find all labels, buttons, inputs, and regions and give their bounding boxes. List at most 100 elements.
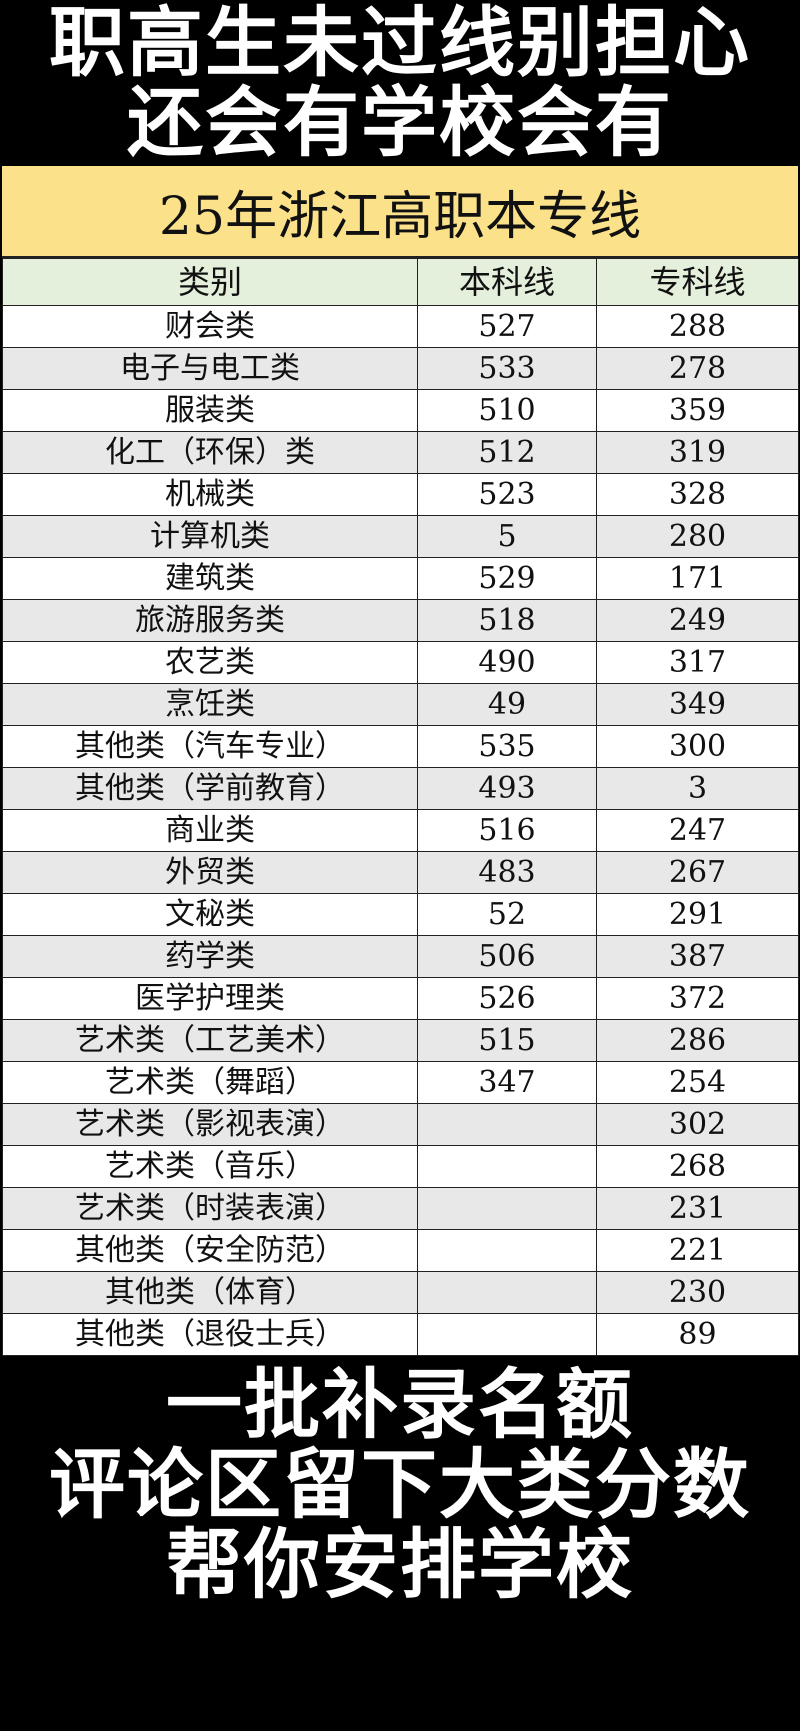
overlay-caption-line: 一批补录名额: [166, 1360, 634, 1449]
cell-bachelor-line: 523: [417, 473, 597, 516]
table-row: 艺术类（舞蹈） 347 254: [2, 1061, 799, 1104]
cell-category: 艺术类（时装表演）: [2, 1187, 418, 1230]
table-row: 外贸类 483 267: [2, 851, 799, 894]
table-row: 商业类 516 247: [2, 809, 799, 852]
cell-associate-line: 247: [596, 809, 799, 852]
table-row: 服装类 510 359: [2, 389, 799, 432]
cell-bachelor-line: 527: [417, 305, 597, 348]
cell-category: 其他类（学前教育）: [2, 767, 418, 810]
cell-bachelor-line: [417, 1103, 597, 1146]
cell-bachelor-line: 518: [417, 599, 597, 642]
cell-category: 文秘类: [2, 893, 418, 936]
cell-category: 旅游服务类: [2, 599, 418, 642]
cell-category: 医学护理类: [2, 977, 418, 1020]
cell-bachelor-line: 493: [417, 767, 597, 810]
overlay-caption-line: 还会有学校会有: [127, 78, 673, 167]
cell-associate-line: 231: [596, 1187, 799, 1230]
cell-bachelor-line: 49: [417, 683, 597, 726]
overlay-caption-line: 职高生未过线别担心: [49, 0, 751, 87]
table-row: 其他类（安全防范） 221: [2, 1229, 799, 1272]
table-row: 机械类 523 328: [2, 473, 799, 516]
cell-category: 艺术类（工艺美术）: [2, 1019, 418, 1062]
cell-bachelor-line: [417, 1313, 597, 1356]
cell-associate-line: 267: [596, 851, 799, 894]
cell-associate-line: 286: [596, 1019, 799, 1062]
cell-category: 电子与电工类: [2, 347, 418, 390]
header-bachelor: 本科线: [417, 258, 597, 306]
table-row: 艺术类（时装表演） 231: [2, 1187, 799, 1230]
table-row: 计算机类 5 280: [2, 515, 799, 558]
table-row: 其他类（体育） 230: [2, 1271, 799, 1314]
table-row: 烹饪类 49 349: [2, 683, 799, 726]
cell-bachelor-line: [417, 1229, 597, 1272]
table-title: 25年浙江高职本专线: [2, 166, 798, 258]
cell-category: 艺术类（影视表演）: [2, 1103, 418, 1146]
cell-associate-line: 387: [596, 935, 799, 978]
score-table: 类别 本科线 专科线 财会类 527 288 电子与电工类 533 278 服装类 510 35…: [2, 258, 799, 1356]
table-row: 其他类（学前教育） 493 3: [2, 767, 799, 810]
header-row: 类别 本科线 专科线: [2, 258, 799, 306]
table-row: 艺术类（音乐） 268: [2, 1145, 799, 1188]
cell-bachelor-line: 535: [417, 725, 597, 768]
cell-bachelor-line: 515: [417, 1019, 597, 1062]
cell-bachelor-line: 490: [417, 641, 597, 684]
cell-associate-line: 291: [596, 893, 799, 936]
cell-associate-line: 254: [596, 1061, 799, 1104]
cell-associate-line: 328: [596, 473, 799, 516]
cell-category: 艺术类（音乐）: [2, 1145, 418, 1188]
cell-associate-line: 288: [596, 305, 799, 348]
table-row: 艺术类（工艺美术） 515 286: [2, 1019, 799, 1062]
cell-category: 农艺类: [2, 641, 418, 684]
cell-associate-line: 3: [596, 767, 799, 810]
overlay-caption-line: 帮你安排学校: [166, 1520, 634, 1609]
cell-associate-line: 302: [596, 1103, 799, 1146]
cell-bachelor-line: [417, 1271, 597, 1314]
table-row: 建筑类 529 171: [2, 557, 799, 600]
cell-associate-line: 319: [596, 431, 799, 474]
cell-category: 艺术类（舞蹈）: [2, 1061, 418, 1104]
overlay-caption-line: 评论区留下大类分数: [49, 1440, 751, 1529]
cell-associate-line: 349: [596, 683, 799, 726]
cell-bachelor-line: 5: [417, 515, 597, 558]
table-row: 农艺类 490 317: [2, 641, 799, 684]
cell-category: 服装类: [2, 389, 418, 432]
header-associate: 专科线: [596, 258, 799, 306]
cell-category: 其他类（退役士兵）: [2, 1313, 418, 1356]
cell-bachelor-line: 506: [417, 935, 597, 978]
cell-associate-line: 372: [596, 977, 799, 1020]
cell-category: 机械类: [2, 473, 418, 516]
cell-bachelor-line: 533: [417, 347, 597, 390]
cell-bachelor-line: [417, 1145, 597, 1188]
table-row: 其他类（汽车专业） 535 300: [2, 725, 799, 768]
cell-associate-line: 317: [596, 641, 799, 684]
table-row: 财会类 527 288: [2, 305, 799, 348]
cell-bachelor-line: 510: [417, 389, 597, 432]
cell-category: 化工（环保）类: [2, 431, 418, 474]
cell-associate-line: 359: [596, 389, 799, 432]
cell-associate-line: 300: [596, 725, 799, 768]
cell-category: 其他类（体育）: [2, 1271, 418, 1314]
score-table-sheet: 25年浙江高职本专线 类别 本科线 专科线 财会类 527 288 电子与电工类 533…: [2, 166, 799, 1356]
table-row: 医学护理类 526 372: [2, 977, 799, 1020]
cell-bachelor-line: [417, 1187, 597, 1230]
cell-bachelor-line: 52: [417, 893, 597, 936]
header-category: 类别: [2, 258, 418, 306]
cell-category: 外贸类: [2, 851, 418, 894]
table-row: 旅游服务类 518 249: [2, 599, 799, 642]
table-row: 艺术类（影视表演） 302: [2, 1103, 799, 1146]
cell-bachelor-line: 516: [417, 809, 597, 852]
cell-associate-line: 230: [596, 1271, 799, 1314]
table-row: 药学类 506 387: [2, 935, 799, 978]
cell-category: 其他类（汽车专业）: [2, 725, 418, 768]
cell-category: 商业类: [2, 809, 418, 852]
cell-category: 计算机类: [2, 515, 418, 558]
cell-bachelor-line: 347: [417, 1061, 597, 1104]
table-row: 电子与电工类 533 278: [2, 347, 799, 390]
cell-bachelor-line: 483: [417, 851, 597, 894]
cell-bachelor-line: 526: [417, 977, 597, 1020]
cell-associate-line: 278: [596, 347, 799, 390]
cell-associate-line: 280: [596, 515, 799, 558]
cell-associate-line: 268: [596, 1145, 799, 1188]
cell-associate-line: 249: [596, 599, 799, 642]
cell-category: 烹饪类: [2, 683, 418, 726]
